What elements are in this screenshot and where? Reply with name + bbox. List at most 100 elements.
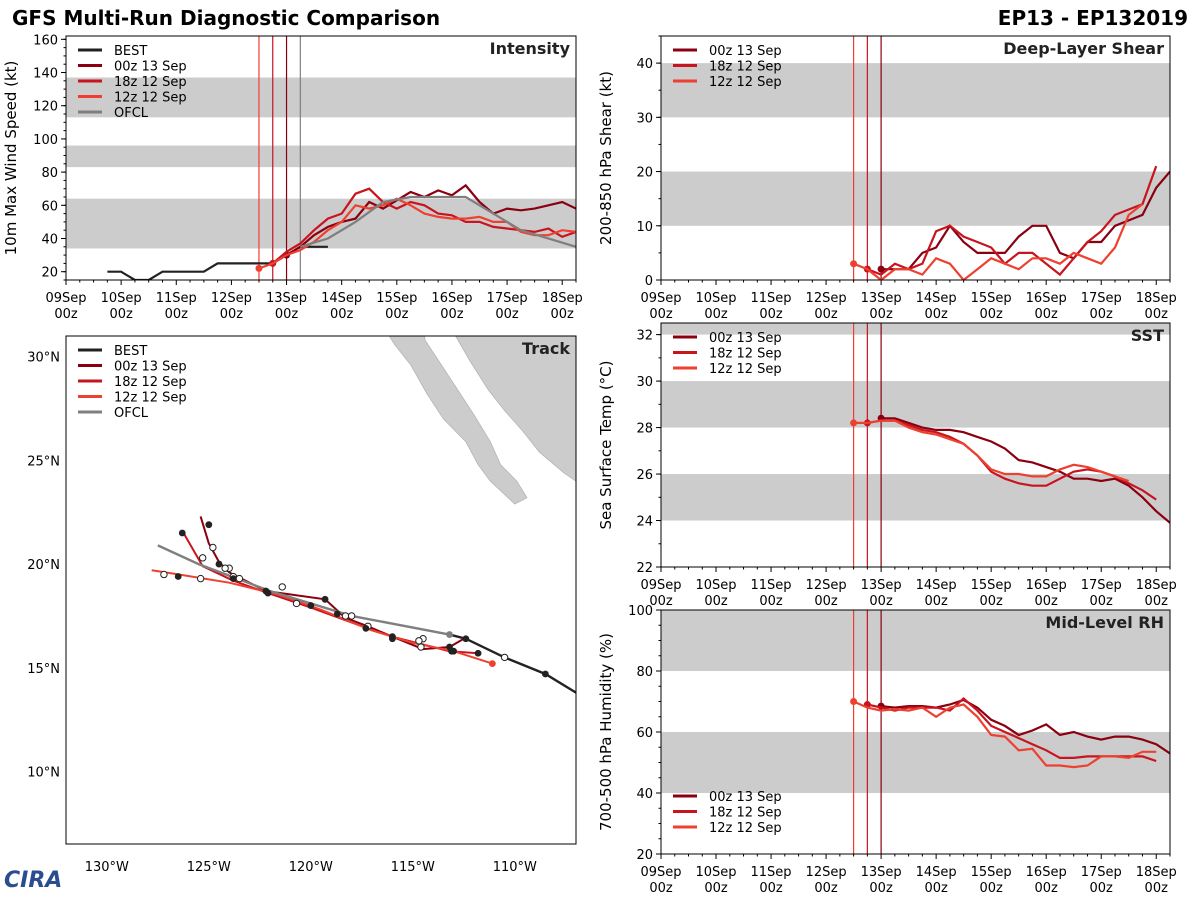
sst-ytick-label: 28 bbox=[636, 422, 653, 437]
intensity-ytick-label: 40 bbox=[41, 233, 58, 248]
sst-xtick-sublabel: 00z bbox=[649, 594, 673, 609]
track-path-run18z12 bbox=[181, 530, 479, 655]
intensity-xtick-sublabel: 00z bbox=[275, 307, 299, 322]
rh-xtick-label: 17Sep bbox=[1081, 865, 1122, 880]
shear-ylabel: 200-850 hPa Shear (kt) bbox=[597, 71, 615, 245]
track-point-open-OFCL bbox=[221, 564, 229, 572]
track-legend-label: 18z 12 Sep bbox=[114, 375, 187, 390]
intensity-xtick-sublabel: 00z bbox=[330, 307, 354, 322]
track-point-run12z12 bbox=[333, 610, 341, 618]
shear-series-run18z12 bbox=[866, 165, 1158, 277]
shear-xtick-sublabel: 00z bbox=[1090, 307, 1114, 322]
intensity-xtick-label: 17Sep bbox=[487, 291, 528, 306]
shear-ytick-label: 10 bbox=[636, 220, 653, 235]
shear-legend-label: 18z 12 Sep bbox=[709, 60, 782, 75]
sst-frame bbox=[660, 322, 1171, 568]
sst-xtick-label: 11Sep bbox=[751, 578, 792, 593]
shear-xtick-sublabel: 00z bbox=[759, 307, 783, 322]
shear-ytick-label: 0 bbox=[645, 274, 653, 289]
track-point-run12z12 bbox=[488, 660, 496, 668]
track-point-run00z13 bbox=[205, 521, 213, 529]
intensity-xtick-sublabel: 00z bbox=[551, 307, 575, 322]
track-lon-label: 125°W bbox=[187, 860, 231, 875]
rh-xtick-label: 11Sep bbox=[751, 865, 792, 880]
track-legend-label: BEST bbox=[114, 344, 147, 359]
sst-xtick-label: 12Sep bbox=[806, 578, 847, 593]
intensity-xtick-label: 12Sep bbox=[211, 291, 252, 306]
track-point-run12z12 bbox=[174, 573, 182, 580]
intensity-legend-label: 18z 12 Sep bbox=[114, 75, 187, 90]
track-point-run00z13 bbox=[215, 560, 223, 568]
intensity-ytick-label: 20 bbox=[41, 266, 58, 281]
sst-ytick-label: 32 bbox=[636, 329, 653, 344]
rh-legend-label: 00z 13 Sep bbox=[709, 790, 782, 805]
track-point-run18z12 bbox=[178, 529, 186, 537]
track-path-run00z13 bbox=[199, 516, 465, 651]
rh-start-point-run12z12 bbox=[850, 698, 858, 705]
track-point-run18z12 bbox=[307, 602, 315, 609]
intensity-ylabel: 10m Max Wind Speed (kt) bbox=[2, 61, 20, 256]
shear-xtick-label: 18Sep bbox=[1136, 291, 1177, 306]
rh-ytick-label: 60 bbox=[636, 726, 653, 741]
sst-ylabel: Sea Surface Temp (°C) bbox=[597, 360, 615, 529]
track-point-run18z12 bbox=[229, 575, 237, 582]
rh-xtick-label: 09Sep bbox=[640, 865, 681, 880]
shear-title: Deep-Layer Shear bbox=[1003, 39, 1164, 58]
sst-ytick-label: 22 bbox=[636, 561, 653, 576]
shear-xtick-label: 17Sep bbox=[1081, 291, 1122, 306]
track-frame bbox=[65, 335, 577, 845]
rh-ytick-label: 20 bbox=[636, 848, 653, 863]
intensity-legend-label: 12z 12 Sep bbox=[114, 91, 187, 106]
track-point-open-OFCL bbox=[278, 583, 286, 591]
sst-xtick-sublabel: 00z bbox=[704, 594, 728, 609]
rh-legend-label: 18z 12 Sep bbox=[709, 806, 782, 821]
shear-start-point-run12z12 bbox=[850, 260, 858, 268]
shear-xtick-sublabel: 00z bbox=[869, 307, 893, 322]
track-point-open-run12z12 bbox=[292, 599, 301, 608]
intensity-xtick-label: 18Sep bbox=[542, 291, 583, 306]
shear-xtick-label: 13Sep bbox=[861, 291, 902, 306]
rh-xtick-label: 13Sep bbox=[861, 865, 902, 880]
sst-legend-label: 18z 12 Sep bbox=[709, 347, 782, 362]
rh-xtick-sublabel: 00z bbox=[649, 881, 673, 896]
intensity-ytick-label: 160 bbox=[33, 33, 58, 48]
track-legend-label: OFCL bbox=[114, 406, 149, 421]
intensity-title: Intensity bbox=[490, 39, 571, 58]
shear-xtick-sublabel: 00z bbox=[704, 307, 728, 322]
rh-xtick-sublabel: 00z bbox=[814, 881, 838, 896]
cira-logo: CIRA bbox=[4, 868, 63, 893]
shear-xtick-sublabel: 00z bbox=[1035, 307, 1059, 322]
track-point-run18z12 bbox=[474, 649, 482, 657]
rh-xtick-label: 10Sep bbox=[696, 865, 737, 880]
track-point-open-run12z12 bbox=[417, 643, 425, 651]
track-legend-label: 12z 12 Sep bbox=[114, 391, 187, 406]
track-legend-label: 00z 13 Sep bbox=[114, 360, 187, 375]
intensity-ytick-label: 140 bbox=[33, 67, 58, 82]
sst-xtick-label: 18Sep bbox=[1136, 578, 1177, 593]
rh-xtick-label: 16Sep bbox=[1026, 865, 1067, 880]
sst-xtick-sublabel: 00z bbox=[1145, 594, 1169, 609]
track-point-run18z12 bbox=[362, 624, 370, 632]
track-point-run18z12 bbox=[389, 635, 396, 643]
shear-ytick-label: 40 bbox=[636, 57, 653, 72]
intensity-xtick-label: 16Sep bbox=[431, 291, 472, 306]
shear-xtick-label: 10Sep bbox=[696, 291, 737, 306]
sst-xtick-sublabel: 00z bbox=[759, 594, 783, 609]
sst-xtick-label: 13Sep bbox=[861, 578, 902, 593]
sst-title: SST bbox=[1131, 326, 1164, 345]
rh-xtick-sublabel: 00z bbox=[759, 881, 783, 896]
rh-xtick-label: 18Sep bbox=[1136, 865, 1177, 880]
intensity-xtick-label: 10Sep bbox=[101, 291, 142, 306]
sst-xtick-label: 14Sep bbox=[916, 578, 957, 593]
sst-xtick-label: 17Sep bbox=[1081, 578, 1122, 593]
intensity-ytick-label: 120 bbox=[33, 100, 58, 115]
track-point-open-BEST bbox=[500, 653, 509, 662]
shear-xtick-sublabel: 00z bbox=[814, 307, 838, 322]
sst-legend-label: 00z 13 Sep bbox=[709, 331, 782, 346]
sst-ytick-label: 24 bbox=[636, 515, 653, 530]
shear-xtick-sublabel: 00z bbox=[979, 307, 1003, 322]
intensity-legend-label: OFCL bbox=[114, 106, 149, 121]
rh-legend-label: 12z 12 Sep bbox=[709, 821, 782, 836]
page-title: GFS Multi-Run Diagnostic Comparison bbox=[12, 6, 441, 30]
track-title: Track bbox=[522, 339, 570, 358]
